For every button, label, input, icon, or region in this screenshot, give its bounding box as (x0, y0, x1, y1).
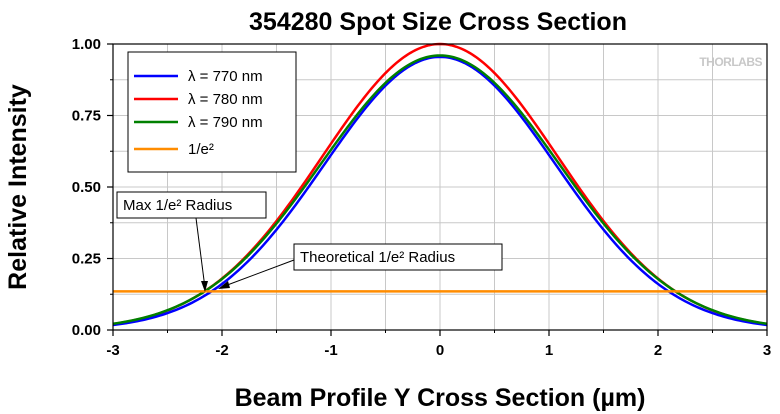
annotation-theoretical-radius-text: Theoretical 1/e² Radius (300, 249, 455, 266)
x-tick-label: -3 (106, 342, 119, 359)
annotation-max-radius-arrowhead (201, 281, 208, 292)
legend-label-770: λ = 770 nm (188, 68, 263, 85)
x-tick-label: 1 (545, 342, 553, 359)
annotation-max-radius-box (116, 191, 267, 219)
thorlabs-watermark: THORLABS (699, 55, 762, 69)
y-tick-label: 0.25 (72, 251, 101, 268)
annotation-theoretical-radius-box (293, 243, 503, 271)
annotation-theoretical-radius-arrow (221, 259, 295, 288)
annotation-theoretical-radius-arrowhead (218, 281, 230, 289)
tick-labels: -3 -2 -1 0 1 2 3 0.00 0.25 0.50 0.75 1.00 (72, 36, 771, 359)
x-axis-label: Beam Profile Y Cross Section (µm) (235, 384, 646, 412)
y-tick-label: 0.00 (72, 322, 101, 339)
chart-title: 354280 Spot Size Cross Section (249, 8, 627, 36)
annotation-max-radius: Max 1/e² Radius (116, 191, 267, 292)
y-tick-label: 0.75 (72, 108, 101, 125)
annotation-theoretical-radius: Theoretical 1/e² Radius (218, 243, 503, 289)
y-axis-label: Relative Intensity (4, 84, 32, 290)
x-tick-label: 2 (654, 342, 662, 359)
legend-label-1e2: 1/e² (188, 141, 214, 158)
ticks (107, 43, 768, 336)
series-line-2 (112, 54, 768, 326)
curves (112, 42, 768, 327)
x-tick-label: -2 (215, 342, 228, 359)
legend-box (127, 51, 297, 173)
x-tick-label: 0 (436, 342, 444, 359)
y-tick-label: 0.50 (72, 179, 101, 196)
y-tick-label: 1.00 (72, 36, 101, 53)
legend-label-790: λ = 790 nm (188, 114, 263, 131)
legend: λ = 770 nm λ = 780 nm λ = 790 nm 1/e² (127, 51, 297, 173)
series-line-0 (112, 55, 768, 327)
annotation-max-radius-arrow (195, 217, 206, 289)
legend-label-780: λ = 780 nm (188, 91, 263, 108)
annotation-max-radius-text: Max 1/e² Radius (123, 197, 232, 214)
x-tick-label: -1 (324, 342, 337, 359)
x-tick-label: 3 (763, 342, 771, 359)
